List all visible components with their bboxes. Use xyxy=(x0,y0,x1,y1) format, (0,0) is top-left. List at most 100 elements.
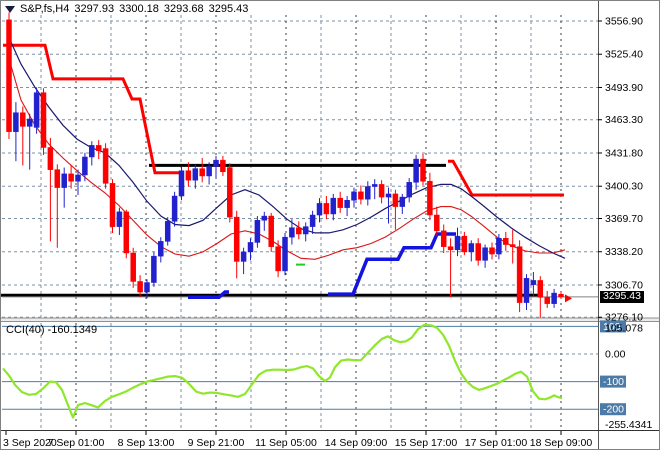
candle xyxy=(385,187,392,224)
candle xyxy=(26,113,33,170)
chart-symbol-dropdown-icon[interactable] xyxy=(5,6,15,13)
candle xyxy=(151,251,157,287)
candle xyxy=(89,141,95,166)
candle xyxy=(413,154,419,190)
candle xyxy=(102,143,109,189)
candle xyxy=(330,193,337,221)
candle xyxy=(220,155,226,176)
candle xyxy=(33,87,40,134)
candle xyxy=(192,164,199,189)
price-axis-label: 3338.20 xyxy=(605,246,643,258)
cci-indicator-line xyxy=(2,323,563,419)
red-step-line-left xyxy=(3,43,180,175)
candle xyxy=(20,106,26,166)
time-axis-label: 14 Sep 09:00 xyxy=(325,437,388,449)
candle xyxy=(406,178,412,203)
cci-min-label: -255.4341 xyxy=(605,419,652,431)
candle xyxy=(123,209,130,259)
candle xyxy=(185,162,192,187)
candle xyxy=(454,227,461,257)
candle xyxy=(399,193,406,214)
chart-title: S&P,fs,H4 3297.93 3300.18 3293.68 3295.4… xyxy=(5,3,248,15)
candle xyxy=(378,180,385,204)
candle xyxy=(316,198,323,223)
candle xyxy=(509,229,516,264)
cci-level-badge: -200 xyxy=(603,404,624,416)
candle xyxy=(240,247,247,275)
price-axis-label: 3400.30 xyxy=(605,181,643,193)
candle xyxy=(351,187,357,208)
price-axis-label: 3525.40 xyxy=(605,49,643,61)
candle xyxy=(227,163,233,223)
time-axis-label: 18 Sep 09:00 xyxy=(530,437,593,449)
candle xyxy=(75,169,81,195)
ohlc-close: 3295.43 xyxy=(208,3,249,15)
candle xyxy=(61,167,67,208)
candle xyxy=(130,247,136,288)
candle xyxy=(392,189,399,230)
time-axis-label: 8 Sep 13:00 xyxy=(118,437,175,449)
candle xyxy=(82,152,88,182)
indicator-label: CCI(40) -160.1349 xyxy=(6,324,98,336)
candle xyxy=(13,102,19,162)
symbol-period-label: S&P,fs,H4 xyxy=(20,3,70,15)
ohlc-open: 3297.93 xyxy=(74,3,115,15)
cci-level-lines xyxy=(2,325,598,410)
candle xyxy=(447,238,454,298)
time-axis-label: 11 Sep 05:00 xyxy=(255,437,317,449)
candle xyxy=(116,207,123,236)
candle xyxy=(440,224,447,253)
time-axis-label: 17 Sep 01:00 xyxy=(465,437,528,449)
candle xyxy=(516,240,523,313)
price-axis-label: 3463.30 xyxy=(605,114,643,126)
candle xyxy=(309,210,316,235)
candle xyxy=(475,238,481,266)
ma-fast-line xyxy=(8,37,566,259)
candle xyxy=(144,279,150,299)
candle xyxy=(302,222,309,242)
candle xyxy=(371,179,378,200)
candle xyxy=(344,196,350,217)
price-axis-label: 3306.70 xyxy=(605,279,643,291)
candle xyxy=(282,232,288,276)
candle xyxy=(427,172,433,221)
panel-separator[interactable] xyxy=(1,317,660,322)
blue-step-line-right xyxy=(328,232,456,296)
candle xyxy=(199,158,205,183)
candle xyxy=(213,155,219,179)
candle xyxy=(537,276,544,321)
candle xyxy=(468,240,475,262)
candle xyxy=(261,211,268,231)
candle xyxy=(544,290,550,308)
price-axis-label: 3556.90 xyxy=(605,16,643,28)
candle xyxy=(164,217,171,246)
candle xyxy=(6,12,12,140)
candle xyxy=(358,185,364,205)
candle xyxy=(178,166,185,201)
candle xyxy=(254,216,261,248)
candle xyxy=(233,210,240,279)
candle xyxy=(337,191,343,213)
candle xyxy=(296,221,302,240)
candle xyxy=(365,181,371,206)
ma-slow-line xyxy=(8,58,566,260)
blue-step-line-left xyxy=(188,290,229,300)
candle xyxy=(323,196,330,220)
price-axis-area[interactable] xyxy=(598,1,660,450)
time-axis-label: 7 Sep 01:00 xyxy=(48,437,105,449)
candle xyxy=(206,162,212,185)
candle xyxy=(434,206,440,237)
candles[interactable] xyxy=(6,12,564,321)
cci-zero-label: 0.00 xyxy=(605,349,626,361)
candle xyxy=(47,137,54,242)
candle xyxy=(40,88,47,155)
time-axis-area[interactable] xyxy=(1,431,660,450)
cci-level-badge: 100 xyxy=(603,321,621,333)
ohlc-low: 3293.68 xyxy=(163,3,204,15)
time-axis-label: 15 Sep 17:00 xyxy=(395,437,458,449)
candle xyxy=(158,237,164,263)
candle xyxy=(551,288,557,308)
candle xyxy=(461,231,468,256)
candle xyxy=(247,238,254,261)
